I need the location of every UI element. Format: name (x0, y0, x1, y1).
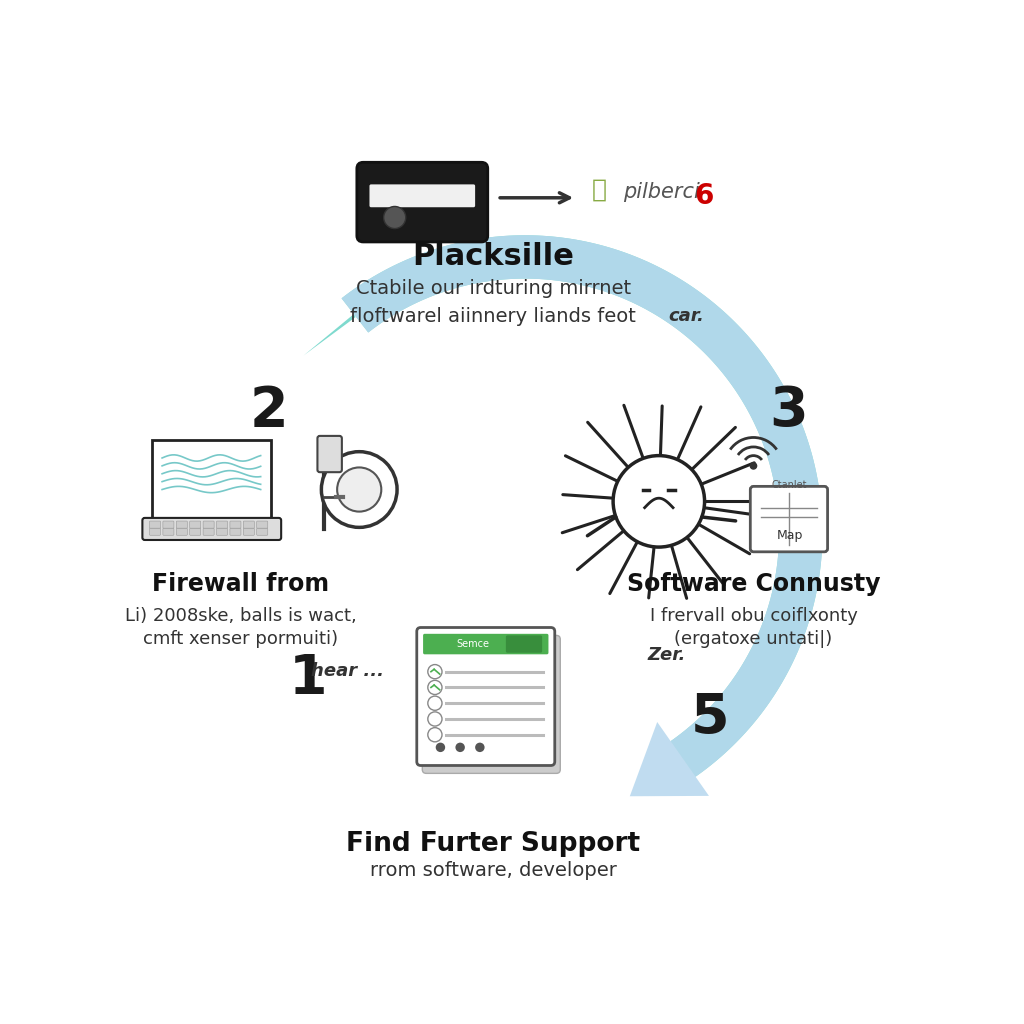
Text: (ergatoxe untati|): (ergatoxe untati|) (675, 631, 833, 648)
FancyBboxPatch shape (230, 528, 241, 536)
Text: 2: 2 (249, 384, 288, 437)
FancyBboxPatch shape (150, 521, 161, 528)
Text: hear ...: hear ... (311, 662, 384, 680)
FancyBboxPatch shape (423, 634, 549, 654)
Text: Ctabile our irdturing mirrnet: Ctabile our irdturing mirrnet (355, 279, 631, 298)
Text: Map: Map (776, 529, 803, 543)
FancyBboxPatch shape (176, 528, 187, 536)
FancyBboxPatch shape (244, 528, 254, 536)
FancyBboxPatch shape (422, 635, 560, 773)
Text: Semce: Semce (457, 639, 489, 649)
FancyBboxPatch shape (189, 521, 201, 528)
Text: Ctanlet: Ctanlet (772, 479, 808, 489)
Circle shape (322, 452, 397, 527)
Text: Zer.: Zer. (647, 646, 686, 665)
FancyBboxPatch shape (257, 528, 267, 536)
FancyBboxPatch shape (216, 521, 227, 528)
Text: Placksille: Placksille (413, 243, 574, 271)
Circle shape (751, 463, 757, 469)
Text: 1: 1 (289, 651, 328, 706)
Text: Li) 2008ske, balls is wact,: Li) 2008ske, balls is wact, (125, 606, 356, 625)
Polygon shape (342, 236, 822, 797)
Circle shape (384, 207, 406, 228)
FancyBboxPatch shape (142, 518, 282, 540)
FancyBboxPatch shape (317, 436, 342, 472)
Text: 👋: 👋 (592, 178, 607, 202)
Text: 5: 5 (691, 691, 729, 745)
FancyBboxPatch shape (150, 528, 161, 536)
Text: Software Connusty: Software Connusty (627, 572, 881, 596)
Text: car.: car. (669, 307, 705, 325)
FancyBboxPatch shape (163, 528, 174, 536)
Text: Find Furter Support: Find Furter Support (346, 831, 640, 857)
Text: cmft xenser pormuiti): cmft xenser pormuiti) (143, 631, 339, 648)
Text: I frervall obu coiflxonty: I frervall obu coiflxonty (649, 606, 857, 625)
FancyBboxPatch shape (203, 528, 214, 536)
FancyBboxPatch shape (230, 521, 241, 528)
Text: 6: 6 (694, 182, 714, 210)
FancyBboxPatch shape (506, 635, 542, 652)
Text: pilberci: pilberci (624, 182, 700, 203)
Circle shape (456, 742, 465, 752)
Polygon shape (304, 236, 822, 777)
Text: floftwarel aiinnery liands feot: floftwarel aiinnery liands feot (350, 306, 636, 326)
FancyBboxPatch shape (751, 486, 827, 552)
FancyBboxPatch shape (176, 521, 187, 528)
FancyBboxPatch shape (189, 528, 201, 536)
FancyBboxPatch shape (216, 528, 227, 536)
Circle shape (475, 742, 484, 752)
Circle shape (428, 696, 442, 711)
Circle shape (428, 728, 442, 741)
Text: rrom software, developer: rrom software, developer (370, 861, 616, 880)
FancyBboxPatch shape (417, 628, 555, 766)
FancyBboxPatch shape (356, 163, 487, 242)
Circle shape (428, 665, 442, 679)
FancyBboxPatch shape (203, 521, 214, 528)
FancyBboxPatch shape (163, 521, 174, 528)
Circle shape (435, 742, 445, 752)
Text: Firewall from: Firewall from (153, 572, 330, 596)
Circle shape (613, 456, 705, 547)
FancyBboxPatch shape (257, 521, 267, 528)
Circle shape (428, 680, 442, 694)
Circle shape (428, 712, 442, 726)
Text: 3: 3 (770, 384, 808, 437)
Circle shape (337, 467, 381, 512)
FancyBboxPatch shape (244, 521, 254, 528)
FancyBboxPatch shape (152, 440, 271, 527)
FancyBboxPatch shape (370, 184, 475, 207)
